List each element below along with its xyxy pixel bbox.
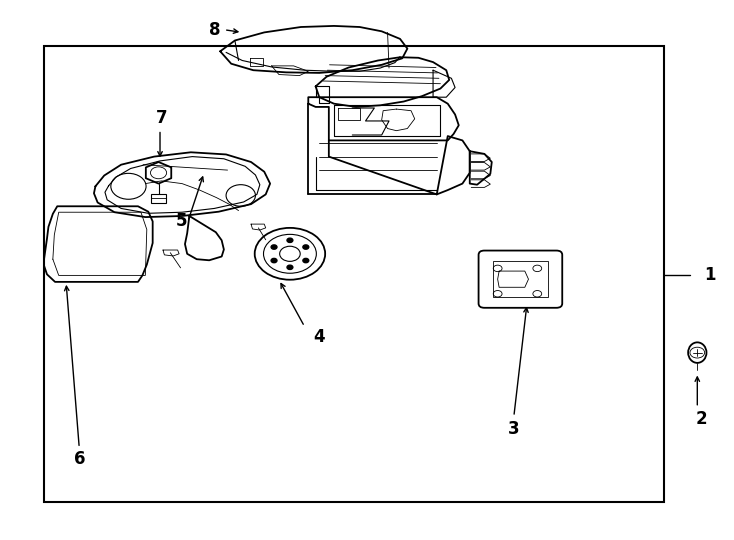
Text: 3: 3 (508, 420, 520, 438)
Bar (44, 46, 664, 502)
Circle shape (271, 245, 277, 249)
Bar (151, 194, 166, 202)
Text: 5: 5 (175, 212, 187, 231)
Text: 7: 7 (156, 109, 167, 127)
Circle shape (271, 258, 277, 262)
Circle shape (303, 245, 309, 249)
Text: 4: 4 (313, 328, 325, 347)
Circle shape (287, 238, 293, 242)
Text: 8: 8 (208, 21, 220, 39)
Text: 2: 2 (695, 409, 707, 428)
Bar (493, 261, 548, 297)
Text: 6: 6 (73, 450, 85, 468)
Text: 1: 1 (705, 266, 716, 285)
Circle shape (303, 258, 309, 262)
Circle shape (287, 265, 293, 269)
